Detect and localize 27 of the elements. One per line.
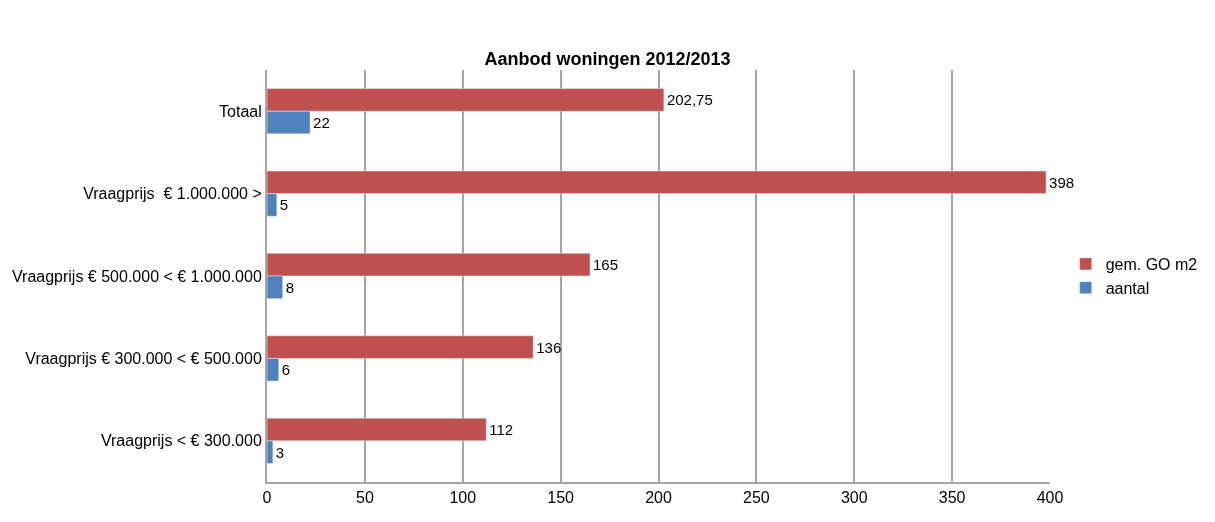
x-tick-label: 350 bbox=[938, 489, 966, 507]
data-label: 8 bbox=[285, 278, 294, 296]
data-label: 398 bbox=[1049, 173, 1075, 191]
data-label: 165 bbox=[592, 256, 619, 274]
legend-label: aantal bbox=[1105, 279, 1150, 297]
data-label: 5 bbox=[279, 196, 289, 214]
x-tick-label: 250 bbox=[743, 489, 770, 507]
chart-title: Aanbod woningen 2012/2013 bbox=[484, 48, 731, 69]
x-tick-label: 400 bbox=[1036, 489, 1064, 507]
data-label: 6 bbox=[281, 361, 291, 379]
data-label: 22 bbox=[313, 114, 330, 132]
x-tick-label: 100 bbox=[449, 489, 477, 507]
x-tick-label: 0 bbox=[262, 489, 272, 507]
data-label: 202,75 bbox=[666, 91, 713, 109]
y-tick-label: Vraagprijs € 1.000.000 > bbox=[83, 185, 262, 203]
x-tick-label: 200 bbox=[645, 489, 672, 507]
y-tick-label: Vraagprijs < € 300.000 bbox=[100, 432, 262, 450]
data-label: 136 bbox=[536, 338, 562, 356]
legend-label: gem. GO m2 bbox=[1105, 256, 1198, 274]
y-tick-label: Vraagprijs € 500.000 < € 1.000.000 bbox=[11, 267, 262, 285]
y-tick-label: Vraagprijs € 300.000 < € 500.000 bbox=[25, 350, 262, 367]
y-tick-label: Totaal bbox=[219, 102, 262, 120]
data-label: 3 bbox=[275, 443, 285, 461]
x-tick-label: 50 bbox=[355, 489, 374, 507]
x-tick-label: 300 bbox=[840, 489, 868, 507]
x-tick-label: 150 bbox=[547, 489, 575, 507]
data-label: 112 bbox=[489, 420, 514, 438]
